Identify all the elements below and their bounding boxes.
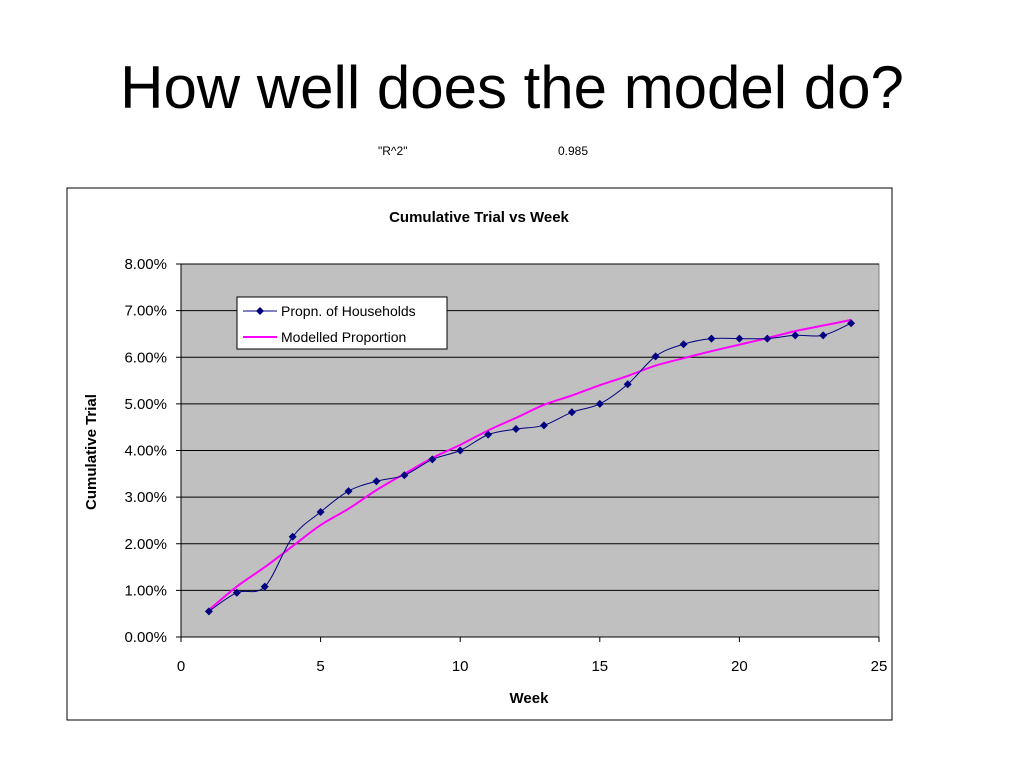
data-point [204, 607, 213, 616]
series-layer [204, 318, 856, 616]
data-point [679, 340, 688, 349]
chart-title: Cumulative Trial vs Week [389, 209, 569, 226]
data-point [372, 477, 381, 486]
x-axis-title: Week [510, 690, 550, 707]
data-point [260, 582, 269, 591]
x-tick-label: 0 [177, 658, 185, 675]
data-point [763, 334, 772, 343]
data-point [595, 399, 604, 408]
y-tick-label: 1.00% [124, 582, 167, 599]
y-tick-label: 8.00% [124, 256, 167, 273]
r-squared-value: 0.985 [558, 144, 589, 158]
r-squared-label: "R^2" [378, 144, 408, 158]
data-point [512, 425, 521, 434]
y-tick-label: 5.00% [124, 396, 167, 413]
legend-label-observed: Propn. of Households [281, 303, 416, 319]
legend-marker-observed [256, 307, 264, 315]
data-point [400, 471, 409, 480]
data-point [428, 455, 437, 464]
data-point [567, 408, 576, 417]
data-point [344, 487, 353, 496]
series-line-model [208, 318, 852, 611]
axes: 0.00% 1.00% 2.00% 3.00% 4.00% 5.00% 6.00% 7.00%… [124, 256, 887, 675]
data-point [456, 446, 465, 455]
x-tick-label: 10 [452, 658, 469, 675]
y-axis-title: Cumulative Trial [83, 394, 100, 510]
data-point [651, 352, 660, 361]
data-point [623, 380, 632, 389]
data-point [735, 334, 744, 343]
y-tick-label: 0.00% [124, 629, 167, 646]
y-tick-label: 3.00% [124, 489, 167, 506]
data-point [232, 588, 241, 597]
data-point [707, 334, 716, 343]
x-tick-label: 20 [731, 658, 748, 675]
legend-box [236, 296, 448, 350]
x-tick-label: 15 [591, 658, 608, 675]
x-tick-label: 25 [871, 658, 888, 675]
x-tick-label: 5 [316, 658, 324, 675]
y-tick-label: 2.00% [124, 536, 167, 553]
data-point [316, 508, 325, 517]
y-tick-label: 7.00% [124, 303, 167, 320]
data-point [791, 331, 800, 340]
data-point [847, 319, 856, 328]
y-tick-label: 6.00% [124, 349, 167, 366]
legend-label-model: Modelled Proportion [281, 329, 406, 345]
data-point [819, 331, 828, 340]
legend: Propn. of Households Modelled Proportion [236, 296, 448, 350]
y-tick-label: 4.00% [124, 443, 167, 460]
data-point [288, 532, 297, 541]
slide-title: How well does the model do? [120, 54, 904, 121]
data-point [539, 421, 548, 430]
data-point [484, 430, 493, 439]
